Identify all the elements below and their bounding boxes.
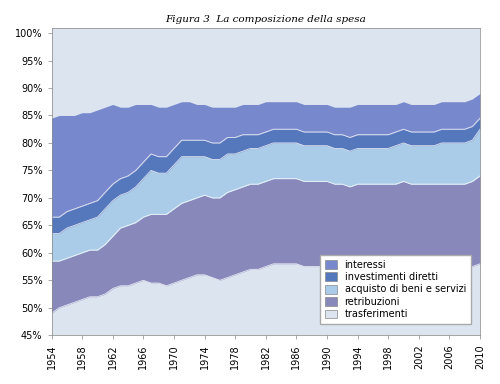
Title: Figura 3  La composizione della spesa: Figura 3 La composizione della spesa bbox=[166, 15, 366, 24]
Legend: interessi, investimenti diretti, acquisto di beni e servizi, retribuzioni, trasf: interessi, investimenti diretti, acquist… bbox=[320, 255, 471, 324]
